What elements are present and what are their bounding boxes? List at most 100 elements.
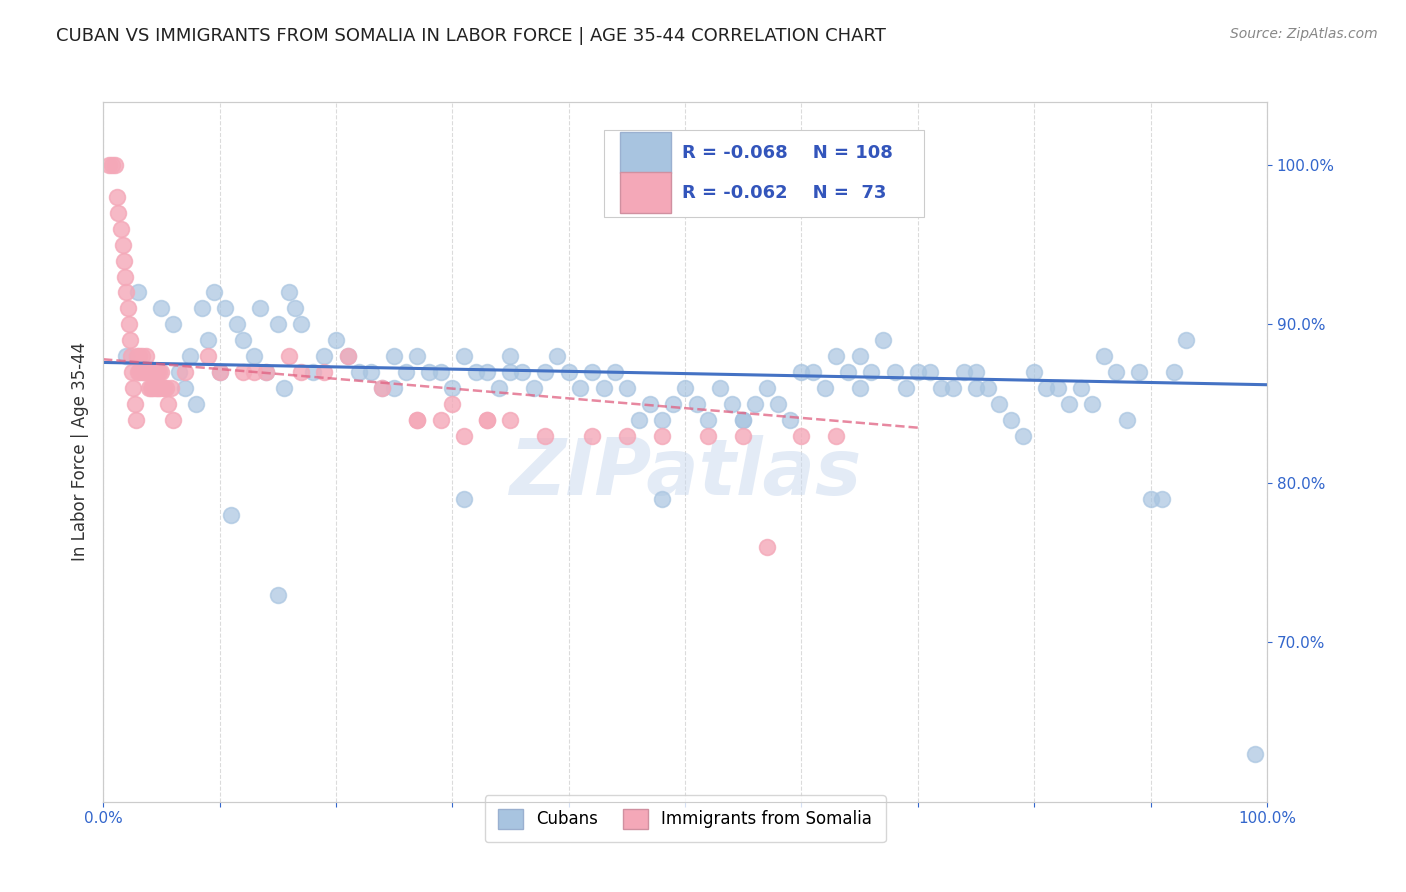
Point <box>406 349 429 363</box>
Point <box>117 301 139 316</box>
Point <box>135 349 157 363</box>
Point <box>499 413 522 427</box>
Point <box>907 365 929 379</box>
Point <box>638 397 661 411</box>
Point <box>128 349 150 363</box>
Point <box>477 413 499 427</box>
Point <box>145 381 167 395</box>
Point <box>186 397 208 411</box>
Point <box>284 301 307 316</box>
Point <box>134 365 156 379</box>
Point <box>477 365 499 379</box>
Point <box>627 413 650 427</box>
Point <box>755 540 778 554</box>
Point <box>143 365 166 379</box>
Point <box>129 365 152 379</box>
Point <box>150 301 173 316</box>
Point <box>733 413 755 427</box>
Point <box>1070 381 1092 395</box>
Point <box>107 206 129 220</box>
Point <box>122 381 145 395</box>
Point <box>267 318 290 332</box>
Point <box>965 365 987 379</box>
Point <box>988 397 1011 411</box>
Point <box>896 381 918 395</box>
Point <box>131 349 153 363</box>
Point <box>219 508 242 523</box>
Point <box>249 301 271 316</box>
FancyBboxPatch shape <box>603 129 924 217</box>
Point <box>162 413 184 427</box>
Point <box>226 318 249 332</box>
Point <box>382 349 405 363</box>
Point <box>1174 333 1197 347</box>
Point <box>110 222 132 236</box>
Point <box>290 365 312 379</box>
Point <box>441 397 464 411</box>
Point <box>273 381 295 395</box>
Point <box>418 365 440 379</box>
Point <box>744 397 766 411</box>
FancyBboxPatch shape <box>620 132 671 173</box>
Point <box>429 413 451 427</box>
Point <box>111 237 134 252</box>
Point <box>406 413 429 427</box>
Text: R = -0.062    N =  73: R = -0.062 N = 73 <box>682 184 886 202</box>
Point <box>197 333 219 347</box>
Point <box>1011 428 1033 442</box>
Point <box>605 365 627 379</box>
Point <box>1057 397 1080 411</box>
Point <box>569 381 592 395</box>
Point <box>150 365 173 379</box>
Point <box>918 365 941 379</box>
Point <box>546 349 568 363</box>
Point <box>453 349 475 363</box>
Point <box>883 365 905 379</box>
Point <box>942 381 965 395</box>
Point <box>453 492 475 507</box>
Point <box>825 428 848 442</box>
Point <box>755 381 778 395</box>
Point <box>173 381 195 395</box>
Point <box>790 428 813 442</box>
Text: CUBAN VS IMMIGRANTS FROM SOMALIA IN LABOR FORCE | AGE 35-44 CORRELATION CHART: CUBAN VS IMMIGRANTS FROM SOMALIA IN LABO… <box>56 27 886 45</box>
Point <box>453 428 475 442</box>
Point <box>673 381 696 395</box>
Point <box>149 381 172 395</box>
Point <box>118 333 141 347</box>
Point <box>953 365 976 379</box>
Point <box>499 365 522 379</box>
Point <box>697 428 720 442</box>
Point <box>138 381 160 395</box>
Point <box>651 428 673 442</box>
Point <box>159 381 181 395</box>
Point <box>118 318 141 332</box>
Point <box>131 365 153 379</box>
Point <box>733 428 755 442</box>
Point <box>709 381 731 395</box>
Point <box>152 381 174 395</box>
Point <box>112 253 135 268</box>
Point <box>208 365 231 379</box>
Point <box>360 365 382 379</box>
Point <box>191 301 214 316</box>
Point <box>104 158 127 172</box>
Point <box>162 318 184 332</box>
Point <box>254 365 277 379</box>
Point <box>314 349 336 363</box>
Point <box>167 365 190 379</box>
Point <box>1105 365 1128 379</box>
Point <box>347 365 370 379</box>
Point <box>148 365 170 379</box>
Point <box>790 365 813 379</box>
Point <box>697 413 720 427</box>
Point <box>662 397 685 411</box>
Point <box>243 349 266 363</box>
Point <box>929 381 952 395</box>
Point <box>325 333 347 347</box>
Point <box>848 381 870 395</box>
Point <box>157 397 180 411</box>
Point <box>464 365 486 379</box>
Point <box>581 428 603 442</box>
Text: R = -0.068    N = 108: R = -0.068 N = 108 <box>682 144 893 161</box>
